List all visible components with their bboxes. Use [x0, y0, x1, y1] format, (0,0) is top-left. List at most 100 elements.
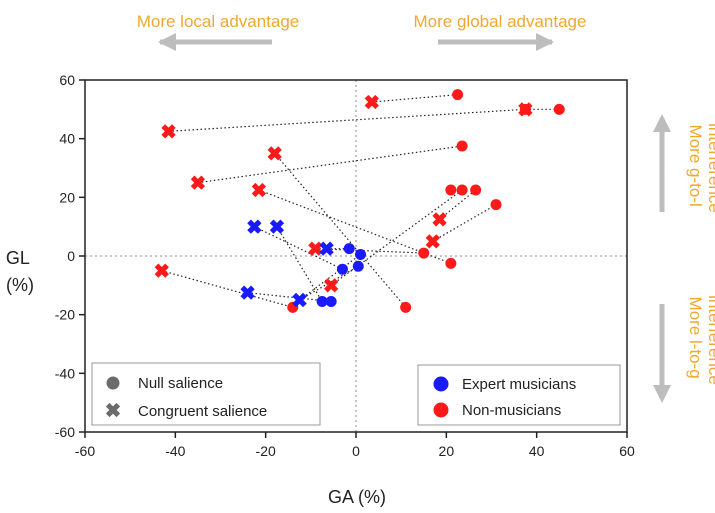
non-congruent-point-bar — [190, 175, 206, 190]
non-congruent-point — [425, 234, 440, 249]
expert-congruent-point — [247, 219, 262, 234]
non-null-point — [553, 103, 565, 115]
pair-connector-line — [254, 226, 343, 270]
non-congruent-point-bar — [251, 182, 267, 198]
non-congruent-point — [364, 94, 379, 110]
pair-connector-line — [299, 265, 359, 301]
legend-null-label: Null salience — [138, 375, 223, 392]
legend-congruent-marker — [105, 402, 121, 418]
non-congruent-point — [308, 241, 323, 256]
non-null-point — [445, 184, 457, 196]
expert-congruent-point-bar — [319, 241, 334, 256]
x-tick-label: -60 — [75, 443, 95, 459]
annotation-g-to-l-line1: More g-to-l — [686, 125, 705, 207]
non-null-point — [400, 301, 412, 313]
legend-expert-marker — [433, 376, 449, 392]
legend-non-marker — [433, 402, 449, 418]
shape-legend-box — [91, 362, 321, 426]
pair-connector-line — [161, 270, 293, 308]
non-congruent-point — [324, 278, 339, 293]
expert-null-point — [352, 260, 364, 272]
pair-connector-line — [432, 204, 497, 242]
legend-expert-label: Expert musicians — [462, 376, 576, 393]
non-congruent-point — [154, 263, 169, 278]
non-null-point — [452, 89, 464, 101]
y-axis-label-line2: (%) — [6, 275, 34, 295]
non-congruent-point-bar — [161, 124, 176, 139]
group-legend-box — [417, 364, 621, 426]
annotation-global-advantage: More global advantage — [414, 12, 587, 31]
non-null-point — [470, 184, 482, 196]
annotation-local-advantage: More local advantage — [137, 12, 300, 31]
non-congruent-point — [518, 102, 533, 117]
expert-null-point — [343, 243, 355, 255]
y-axis-label: GL (%) — [6, 248, 34, 295]
annotation-l-to-g-line2: interference — [705, 295, 715, 385]
y-tick-label: 20 — [59, 189, 75, 205]
non-congruent-point-bar — [267, 146, 282, 161]
up-arrow — [653, 114, 671, 212]
non-null-point — [456, 140, 468, 152]
x-tick-label: 20 — [439, 443, 455, 459]
right-arrow — [438, 33, 554, 51]
annotation-g-to-l: More g-to-l interference — [686, 123, 715, 213]
pair-connector-line — [276, 226, 323, 302]
expert-congruent-point — [292, 292, 307, 308]
expert-congruent-point — [269, 219, 285, 234]
expert-congruent-point-bar — [240, 285, 255, 300]
y-tick-label: 40 — [59, 131, 75, 147]
legend-null-marker — [106, 376, 120, 390]
non-congruent-point-bar — [324, 278, 339, 293]
pair-connector-line — [168, 108, 526, 132]
non-congruent-point-bar — [518, 102, 533, 117]
expert-congruent-point-bar — [292, 292, 307, 308]
non-congruent-point-bar — [432, 212, 447, 227]
expert-null-point — [325, 295, 337, 307]
expert-null-point — [316, 295, 328, 307]
annotation-l-to-g-line1: More l-to-g — [686, 297, 705, 379]
pair-connector-line — [197, 145, 463, 184]
x-tick-label: 60 — [619, 443, 635, 459]
non-congruent-point — [432, 212, 447, 227]
shape-legend: Null salience Congruent salience — [91, 362, 321, 426]
non-congruent-point-bar — [364, 94, 379, 110]
non-congruent-point — [267, 146, 282, 161]
x-tick-label: 0 — [352, 443, 360, 459]
left-arrow — [158, 33, 272, 51]
y-tick-label: -20 — [55, 307, 75, 323]
expert-null-point — [355, 249, 367, 261]
y-tick-label: -60 — [55, 424, 75, 440]
pair-connector-line — [371, 94, 458, 103]
group-legend: Expert musicians Non-musicians — [417, 364, 621, 426]
y-tick-label: 0 — [67, 248, 75, 264]
pair-connector-line — [274, 152, 407, 308]
non-congruent-point-bar — [154, 263, 169, 278]
x-tick-label: -40 — [165, 443, 185, 459]
non-congruent-point-bar — [308, 241, 323, 256]
down-arrow — [653, 304, 671, 403]
x-axis-label: GA (%) — [328, 487, 386, 507]
annotation-l-to-g: More l-to-g interference — [686, 295, 715, 385]
pair-connector-line — [299, 254, 361, 301]
expert-congruent-point-bar — [269, 219, 285, 234]
non-congruent-point — [190, 175, 206, 190]
non-congruent-point — [161, 124, 176, 139]
expert-null-point — [336, 263, 348, 275]
legend-non-label: Non-musicians — [462, 402, 561, 419]
x-tick-label: -20 — [256, 443, 276, 459]
non-null-point — [418, 247, 430, 259]
non-congruent-point — [251, 182, 267, 198]
expert-congruent-point — [319, 241, 334, 256]
expert-congruent-point-bar — [247, 219, 262, 234]
plot-area: -60 -40 -20 0 20 40 60 -60 -40 -20 0 20 40 60 — [55, 72, 635, 459]
y-axis-label-line1: GL — [6, 248, 30, 268]
x-tick-label: 40 — [529, 443, 545, 459]
pair-connector-line — [330, 189, 463, 286]
non-null-point — [456, 184, 468, 196]
y-tick-label: -40 — [55, 365, 75, 381]
y-tick-label: 60 — [59, 72, 75, 88]
annotation-g-to-l-line2: interference — [705, 123, 715, 213]
legend-congruent-label: Congruent salience — [138, 403, 267, 420]
non-null-point — [445, 257, 457, 269]
